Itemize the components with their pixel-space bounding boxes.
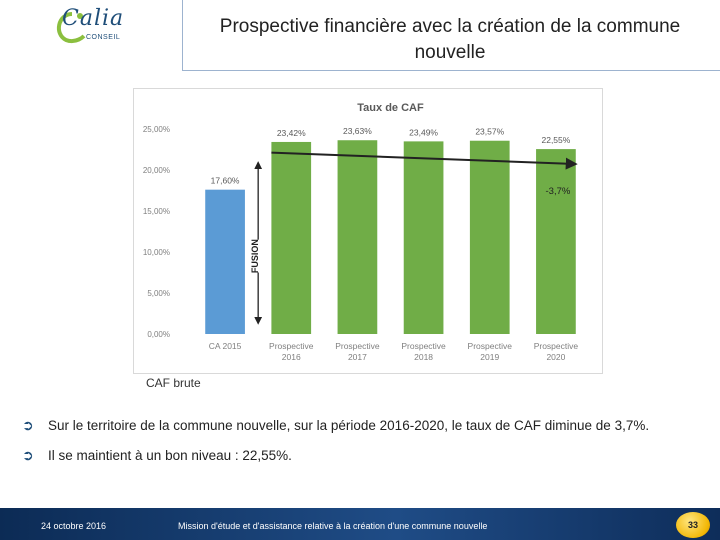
arrow-bullet-icon: ➲ xyxy=(22,417,34,433)
page-number-badge: 33 xyxy=(676,512,710,538)
trend-arrow xyxy=(271,151,578,170)
x-tick-label: CA 2015 xyxy=(209,341,242,351)
bar xyxy=(469,140,510,334)
chart-title: Taux de CAF xyxy=(357,102,424,114)
bar-value-label: 23,49% xyxy=(409,127,438,137)
x-tick-label: Prospective xyxy=(401,341,446,351)
bullet-1: ➲ Sur le territoire de la commune nouvel… xyxy=(22,417,649,434)
x-tick-label: 2020 xyxy=(546,352,565,362)
chart-frame: Taux de CAF 0,00% 5,00% 10,00% 15,00% 20,00% 2… xyxy=(133,88,603,374)
bullet-2-text: Il se maintient à un bon niveau : 22,55%… xyxy=(48,448,292,463)
x-tick-label: Prospective xyxy=(335,341,380,351)
x-tick-label: Prospective xyxy=(468,341,513,351)
bar-value-label: 17,60% xyxy=(211,176,240,186)
arrow-bullet-icon: ➲ xyxy=(22,447,34,463)
x-tick-label: Prospective xyxy=(269,341,314,351)
x-tick-label: 2017 xyxy=(348,352,367,362)
bullet-2: ➲ Il se maintient à un bon niveau : 22,5… xyxy=(22,447,292,464)
y-tick-label: 15,00% xyxy=(143,207,170,216)
y-tick-label: 5,00% xyxy=(147,289,170,298)
footer-date: 24 octobre 2016 xyxy=(41,521,107,531)
y-tick-label: 20,00% xyxy=(143,166,170,175)
y-tick-label: 10,00% xyxy=(143,248,170,257)
page-title: Prospective financière avec la création … xyxy=(219,16,681,63)
caf-chart: Taux de CAF 0,00% 5,00% 10,00% 15,00% 20,00% 2… xyxy=(143,102,579,362)
logo-text: Calia xyxy=(62,6,125,31)
footer-bar xyxy=(0,508,720,540)
footer-mission: Mission d'étude et d'assistance relative… xyxy=(178,521,488,531)
x-tick-label: 2018 xyxy=(414,352,433,362)
title-frame xyxy=(182,0,720,71)
x-tick-label: 2016 xyxy=(282,352,301,362)
bar-value-label: 22,55% xyxy=(541,135,570,145)
chart-caption: CAF brute xyxy=(146,376,201,390)
calia-logo-swoosh xyxy=(56,12,86,44)
x-tick-label: 2019 xyxy=(480,352,499,362)
trend-label: -3,7% xyxy=(546,186,571,197)
bar-value-label: 23,42% xyxy=(277,128,306,138)
x-tick-label: Prospective xyxy=(534,341,579,351)
bar xyxy=(536,149,576,334)
bar xyxy=(337,140,378,334)
y-tick-label: 0,00% xyxy=(147,330,170,339)
logo-subtitle: CONSEIL xyxy=(86,34,121,41)
bar-value-label: 23,63% xyxy=(343,126,372,136)
bar-value-label: 23,57% xyxy=(475,127,504,137)
bar xyxy=(403,141,444,334)
bar xyxy=(205,189,245,334)
fusion-label: FUSION xyxy=(250,239,260,273)
bullet-1-text: Sur le territoire de la commune nouvelle… xyxy=(48,418,650,433)
bar xyxy=(271,141,312,334)
y-tick-label: 25,00% xyxy=(143,125,170,134)
